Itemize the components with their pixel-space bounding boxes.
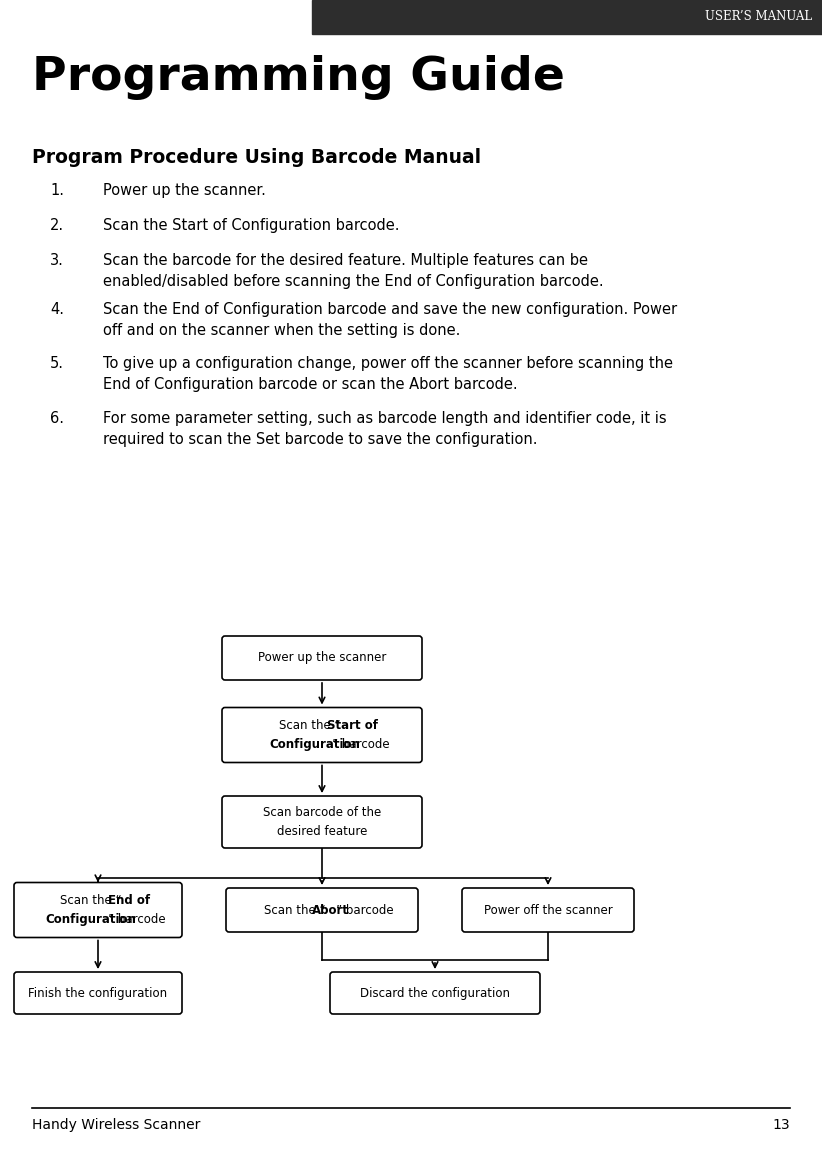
Text: 2.: 2. [50, 218, 64, 233]
FancyBboxPatch shape [14, 972, 182, 1013]
FancyBboxPatch shape [226, 888, 418, 932]
Text: For some parameter setting, such as barcode length and identifier code, it is
re: For some parameter setting, such as barc… [103, 410, 667, 447]
Text: desired feature: desired feature [277, 824, 367, 838]
Text: Scan the barcode for the desired feature. Multiple features can be
enabled/disab: Scan the barcode for the desired feature… [103, 253, 603, 289]
Text: Start of: Start of [327, 719, 378, 732]
Text: 5.: 5. [50, 356, 64, 371]
Text: Scan the Start of Configuration barcode.: Scan the Start of Configuration barcode. [103, 218, 399, 233]
Text: Programming Guide: Programming Guide [32, 55, 565, 100]
Text: Handy Wireless Scanner: Handy Wireless Scanner [32, 1118, 201, 1132]
Text: 4.: 4. [50, 302, 64, 317]
Text: 1.: 1. [50, 183, 64, 198]
FancyBboxPatch shape [222, 708, 422, 762]
Text: 6.: 6. [50, 410, 64, 425]
Text: Scan the “: Scan the “ [60, 895, 121, 907]
Text: ” barcode: ” barcode [108, 913, 165, 926]
FancyBboxPatch shape [14, 882, 182, 937]
Text: ” barcode: ” barcode [331, 738, 390, 751]
FancyBboxPatch shape [462, 888, 634, 932]
Text: Program Procedure Using Barcode Manual: Program Procedure Using Barcode Manual [32, 148, 481, 167]
Text: 13: 13 [773, 1118, 790, 1132]
Text: Power up the scanner.: Power up the scanner. [103, 183, 266, 198]
Text: ” barcode: ” barcode [336, 904, 394, 917]
Text: USER’S MANUAL: USER’S MANUAL [705, 10, 812, 23]
Text: Discard the configuration: Discard the configuration [360, 987, 510, 1000]
Text: To give up a configuration change, power off the scanner before scanning the
End: To give up a configuration change, power… [103, 356, 673, 392]
Text: End of: End of [108, 895, 150, 907]
Text: Finish the configuration: Finish the configuration [29, 987, 168, 1000]
Text: Abort: Abort [312, 904, 349, 917]
Text: Configuration: Configuration [45, 913, 136, 926]
Text: Scan the “: Scan the “ [279, 719, 340, 732]
FancyBboxPatch shape [330, 972, 540, 1013]
Text: Configuration: Configuration [269, 738, 360, 751]
Text: 3.: 3. [50, 253, 64, 267]
Text: Scan barcode of the: Scan barcode of the [263, 806, 381, 820]
Text: Scan the “: Scan the “ [265, 904, 326, 917]
Bar [312, 0, 822, 33]
Text: Scan the End of Configuration barcode and save the new configuration. Power
off : Scan the End of Configuration barcode an… [103, 302, 677, 338]
FancyBboxPatch shape [222, 796, 422, 847]
FancyBboxPatch shape [222, 636, 422, 680]
Text: Power off the scanner: Power off the scanner [483, 904, 612, 917]
Text: Power up the scanner: Power up the scanner [258, 651, 386, 664]
